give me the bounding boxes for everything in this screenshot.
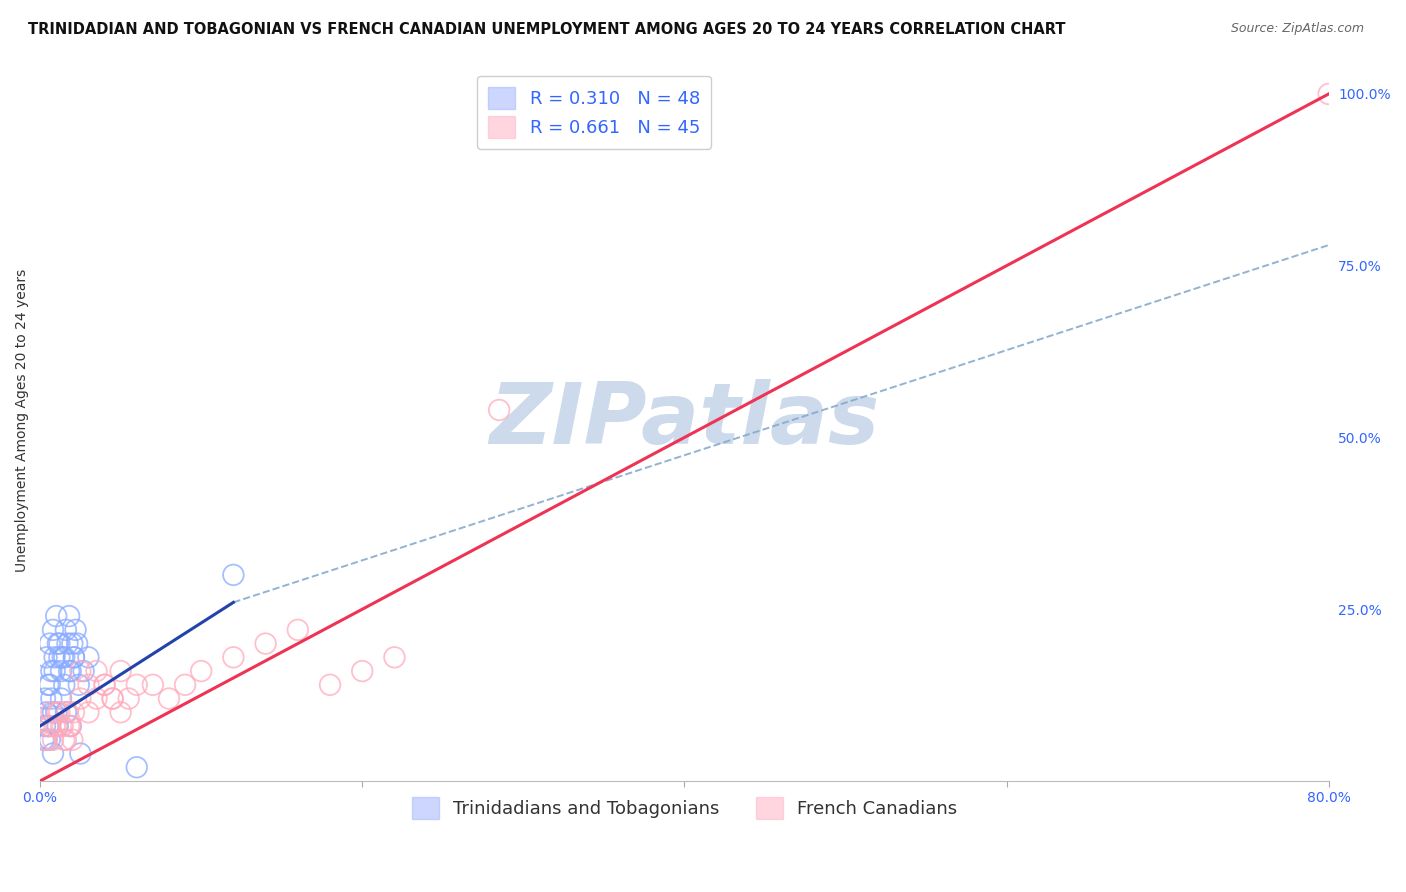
Point	[42, 747, 65, 761]
Point	[69, 747, 91, 761]
Point	[125, 760, 148, 774]
Point	[45, 719, 67, 733]
Point	[319, 678, 342, 692]
Point	[34, 691, 56, 706]
Point	[48, 706, 70, 720]
Point	[174, 678, 197, 692]
Point	[46, 719, 69, 733]
Point	[48, 650, 70, 665]
Point	[56, 706, 79, 720]
Point	[55, 732, 77, 747]
Point	[41, 664, 63, 678]
Point	[37, 719, 59, 733]
Point	[49, 719, 72, 733]
Point	[52, 719, 75, 733]
Point	[190, 664, 212, 678]
Point	[69, 664, 91, 678]
Point	[42, 623, 65, 637]
Point	[101, 691, 124, 706]
Point	[45, 706, 67, 720]
Point	[63, 650, 86, 665]
Point	[77, 650, 100, 665]
Point	[93, 678, 115, 692]
Point	[77, 706, 100, 720]
Point	[60, 732, 83, 747]
Point	[34, 732, 56, 747]
Point	[46, 706, 69, 720]
Legend: Trinidadians and Tobagonians, French Canadians: Trinidadians and Tobagonians, French Can…	[405, 789, 965, 826]
Point	[45, 609, 67, 624]
Point	[101, 691, 124, 706]
Point	[63, 706, 86, 720]
Point	[93, 678, 115, 692]
Point	[125, 678, 148, 692]
Point	[49, 691, 72, 706]
Text: TRINIDADIAN AND TOBAGONIAN VS FRENCH CANADIAN UNEMPLOYMENT AMONG AGES 20 TO 24 Y: TRINIDADIAN AND TOBAGONIAN VS FRENCH CAN…	[28, 22, 1066, 37]
Point	[72, 664, 94, 678]
Point	[34, 719, 56, 733]
Point	[59, 719, 82, 733]
Point	[41, 691, 63, 706]
Point	[65, 623, 87, 637]
Point	[48, 637, 70, 651]
Point	[37, 678, 59, 692]
Point	[157, 691, 180, 706]
Point	[58, 664, 80, 678]
Point	[110, 664, 132, 678]
Point	[35, 732, 58, 747]
Point	[46, 637, 69, 651]
Point	[35, 732, 58, 747]
Point	[38, 719, 60, 733]
Point	[118, 691, 141, 706]
Point	[37, 719, 59, 733]
Point	[38, 732, 60, 747]
Point	[32, 732, 55, 747]
Point	[86, 664, 108, 678]
Point	[58, 719, 80, 733]
Point	[53, 650, 76, 665]
Point	[42, 706, 65, 720]
Point	[52, 650, 75, 665]
Point	[55, 623, 77, 637]
Point	[142, 678, 165, 692]
Point	[55, 706, 77, 720]
Point	[44, 719, 66, 733]
Point	[488, 403, 510, 417]
Point	[35, 650, 58, 665]
Point	[38, 637, 60, 651]
Point	[37, 719, 59, 733]
Point	[56, 637, 79, 651]
Point	[384, 650, 406, 665]
Point	[110, 706, 132, 720]
Point	[69, 691, 91, 706]
Point	[67, 678, 90, 692]
Point	[35, 706, 58, 720]
Text: ZIPatlas: ZIPatlas	[489, 379, 880, 462]
Text: Source: ZipAtlas.com: Source: ZipAtlas.com	[1230, 22, 1364, 36]
Point	[254, 637, 277, 651]
Point	[53, 678, 76, 692]
Point	[77, 678, 100, 692]
Point	[44, 664, 66, 678]
Point	[222, 650, 245, 665]
Point	[59, 719, 82, 733]
Point	[287, 623, 309, 637]
Point	[59, 664, 82, 678]
Point	[63, 650, 86, 665]
Point	[66, 637, 89, 651]
Point	[222, 567, 245, 582]
Y-axis label: Unemployment Among Ages 20 to 24 years: Unemployment Among Ages 20 to 24 years	[15, 268, 30, 572]
Point	[42, 732, 65, 747]
Point	[53, 732, 76, 747]
Point	[58, 609, 80, 624]
Point	[86, 691, 108, 706]
Point	[352, 664, 374, 678]
Point	[38, 678, 60, 692]
Point	[41, 706, 63, 720]
Point	[1317, 87, 1340, 101]
Point	[44, 650, 66, 665]
Point	[49, 664, 72, 678]
Point	[60, 637, 83, 651]
